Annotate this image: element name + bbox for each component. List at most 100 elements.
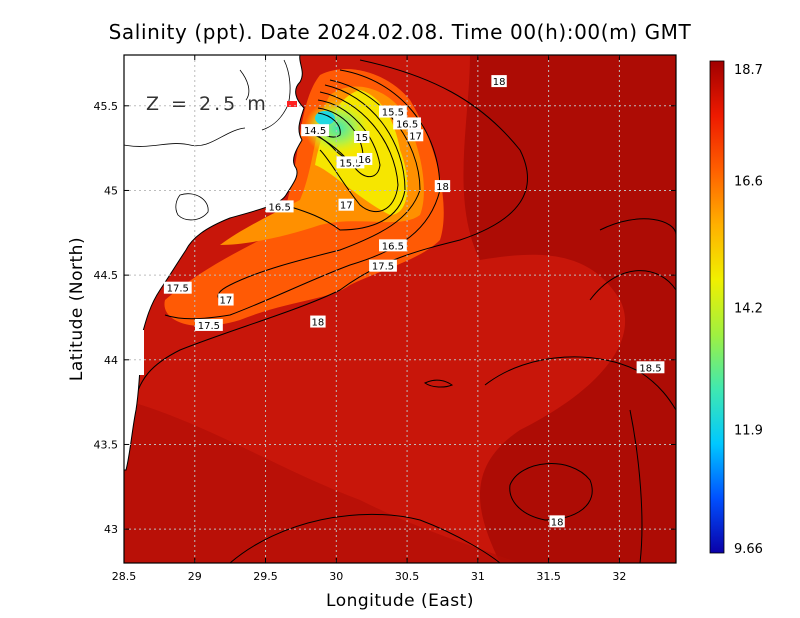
depth-label: Z = 2.5 m <box>146 93 269 115</box>
contour-label-text: 17 <box>340 201 353 212</box>
x-tick-label: 28.5 <box>112 570 137 583</box>
contour-label-text: 17.5 <box>372 262 394 273</box>
contour-label: 17 <box>218 293 234 307</box>
coastal-white-strip <box>138 330 144 375</box>
x-tick-label: 30.5 <box>395 570 420 583</box>
contour-label: 17.5 <box>163 281 192 295</box>
danube-outline <box>124 127 246 147</box>
contour-18-5-spot <box>424 379 454 388</box>
contour-label-box <box>434 180 451 193</box>
contour-label-box <box>491 75 507 88</box>
contour-label-text: 15 <box>355 133 368 144</box>
contour-label-text: 15.5 <box>382 108 404 119</box>
contour-18-5-dip <box>589 218 676 301</box>
contour-label-box <box>338 198 354 211</box>
contour-label-text: 16.5 <box>396 119 418 130</box>
contour-label: 18 <box>310 315 326 329</box>
contour-label: 16.5 <box>379 239 407 252</box>
y-tick-label: 45.5 <box>94 100 119 113</box>
contour-label-box <box>310 315 326 328</box>
contour-18-5-east <box>484 356 676 411</box>
contour-label-box <box>265 200 294 213</box>
contour-label-box <box>407 129 424 142</box>
contour-label-text: 18.5 <box>639 363 661 374</box>
y-tick-label: 43 <box>104 523 118 536</box>
contour-label: 16.5 <box>393 117 421 130</box>
y-axis-ticks: 43 43.5 44 44.5 45 45.5 <box>94 100 676 536</box>
y-tick-label: 44.5 <box>94 269 119 282</box>
contour-label-text: 17.5 <box>167 284 189 295</box>
contour-label-box <box>163 281 192 294</box>
southwest-high-salinity <box>124 400 520 563</box>
contour-label: 17 <box>407 129 424 142</box>
contour-label-text: 18 <box>312 318 325 329</box>
plume-cyan-spot <box>315 111 335 125</box>
contour-label-box <box>393 117 421 130</box>
contour-label-text: 15.5 <box>339 158 361 169</box>
contour-label: 17 <box>338 198 354 212</box>
contour-label: 17.5 <box>195 318 223 332</box>
contour-label: 18 <box>434 180 451 193</box>
contour-label: 14.5 <box>301 124 329 137</box>
contour-label-box <box>379 239 407 252</box>
contour-label-text: 18 <box>436 182 449 193</box>
inland-lake <box>175 193 209 221</box>
colorbar-tick-label: 16.6 <box>734 174 763 189</box>
contour-label: 18.5 <box>636 361 665 374</box>
contour-18-east-edge <box>629 409 643 563</box>
contour-label-text: 18 <box>551 517 564 528</box>
contour-label: 15 <box>354 130 370 144</box>
offshore-high-salinity <box>463 55 676 563</box>
coastal-red-pixel <box>287 101 297 107</box>
contour-label-text: 17.5 <box>198 321 220 332</box>
contour-18-south <box>229 513 501 563</box>
contour-label-box <box>354 130 370 143</box>
contour-16 <box>319 91 399 213</box>
contour-15-5 <box>314 99 381 178</box>
chart-title: Salinity (ppt). Date 2024.02.08. Time 00… <box>109 20 692 44</box>
contour-label: 18 <box>549 515 565 528</box>
x-tick-label: 29.5 <box>253 570 278 583</box>
x-axis-title: Longitude (East) <box>326 591 474 611</box>
contour-label: 16 <box>356 152 373 166</box>
contour-label-box <box>369 259 397 272</box>
contour-label-text: 16 <box>358 155 371 166</box>
y-tick-label: 45 <box>104 184 118 197</box>
grid-lines <box>124 55 676 563</box>
y-tick-label: 43.5 <box>94 438 119 451</box>
plot-frame <box>123 54 677 564</box>
x-tick-label: 29 <box>188 570 202 583</box>
colorbar-tick-label: 9.66 <box>734 542 763 557</box>
x-tick-label: 30 <box>329 570 343 583</box>
contour-18-southeast <box>509 463 593 521</box>
contour-label-box <box>356 152 373 165</box>
colorbar-ticks: 18.7 16.6 14.2 11.9 9.66 <box>734 63 763 557</box>
y-axis-title: Latitude (North) <box>67 237 87 381</box>
colorbar-tick-label: 18.7 <box>734 63 763 78</box>
contour-label-box <box>379 105 407 118</box>
contour-label-text: 18 <box>493 77 506 88</box>
contour-label: 18 <box>491 75 507 88</box>
contour-label-box <box>195 318 223 331</box>
x-tick-label: 31.5 <box>536 570 561 583</box>
contour-17 <box>217 79 421 301</box>
contour-label: 16.5 <box>265 200 294 213</box>
contour-label: 15.5 <box>379 105 407 119</box>
contour-18-north <box>134 59 528 401</box>
contour-label-box <box>301 124 329 137</box>
colorbar-tick-label: 11.9 <box>734 423 763 438</box>
contour-label-text: 16.5 <box>269 202 291 213</box>
contour-label-text: 16.5 <box>382 241 404 252</box>
contour-label-box <box>549 515 565 528</box>
x-tick-label: 31 <box>471 570 485 583</box>
x-tick-label: 32 <box>612 570 626 583</box>
contour-label-text: 17 <box>220 296 233 307</box>
contour-16-5 <box>284 84 406 231</box>
x-axis-ticks: 28.5 29 29.5 30 30.5 31 31.5 32 <box>112 55 626 583</box>
colorbar <box>709 60 725 554</box>
contour-label-box <box>636 361 665 374</box>
colorbar-tick-label: 14.2 <box>734 301 763 316</box>
